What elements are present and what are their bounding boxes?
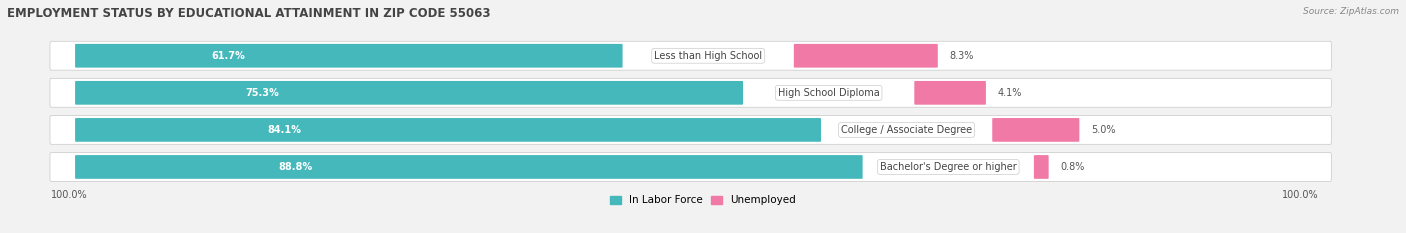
FancyBboxPatch shape <box>51 78 1331 107</box>
Text: Less than High School: Less than High School <box>654 51 762 61</box>
FancyBboxPatch shape <box>75 155 863 179</box>
Text: 75.3%: 75.3% <box>246 88 280 98</box>
Text: 4.1%: 4.1% <box>998 88 1022 98</box>
Text: 84.1%: 84.1% <box>267 125 301 135</box>
FancyBboxPatch shape <box>914 81 986 105</box>
Legend: In Labor Force, Unemployed: In Labor Force, Unemployed <box>610 195 796 206</box>
Text: Source: ZipAtlas.com: Source: ZipAtlas.com <box>1303 7 1399 16</box>
FancyBboxPatch shape <box>993 118 1080 142</box>
FancyBboxPatch shape <box>75 81 742 105</box>
Text: 100.0%: 100.0% <box>51 190 87 200</box>
Text: 61.7%: 61.7% <box>212 51 246 61</box>
Text: 100.0%: 100.0% <box>1281 190 1319 200</box>
Text: Bachelor's Degree or higher: Bachelor's Degree or higher <box>880 162 1017 172</box>
Text: High School Diploma: High School Diploma <box>778 88 880 98</box>
FancyBboxPatch shape <box>51 153 1331 182</box>
Text: EMPLOYMENT STATUS BY EDUCATIONAL ATTAINMENT IN ZIP CODE 55063: EMPLOYMENT STATUS BY EDUCATIONAL ATTAINM… <box>7 7 491 20</box>
Text: 0.8%: 0.8% <box>1060 162 1085 172</box>
FancyBboxPatch shape <box>75 44 623 68</box>
Text: 88.8%: 88.8% <box>278 162 314 172</box>
FancyBboxPatch shape <box>51 41 1331 70</box>
Text: 8.3%: 8.3% <box>949 51 974 61</box>
FancyBboxPatch shape <box>51 115 1331 144</box>
Text: 5.0%: 5.0% <box>1091 125 1116 135</box>
FancyBboxPatch shape <box>1033 155 1049 179</box>
FancyBboxPatch shape <box>75 118 821 142</box>
FancyBboxPatch shape <box>794 44 938 68</box>
Text: College / Associate Degree: College / Associate Degree <box>841 125 972 135</box>
